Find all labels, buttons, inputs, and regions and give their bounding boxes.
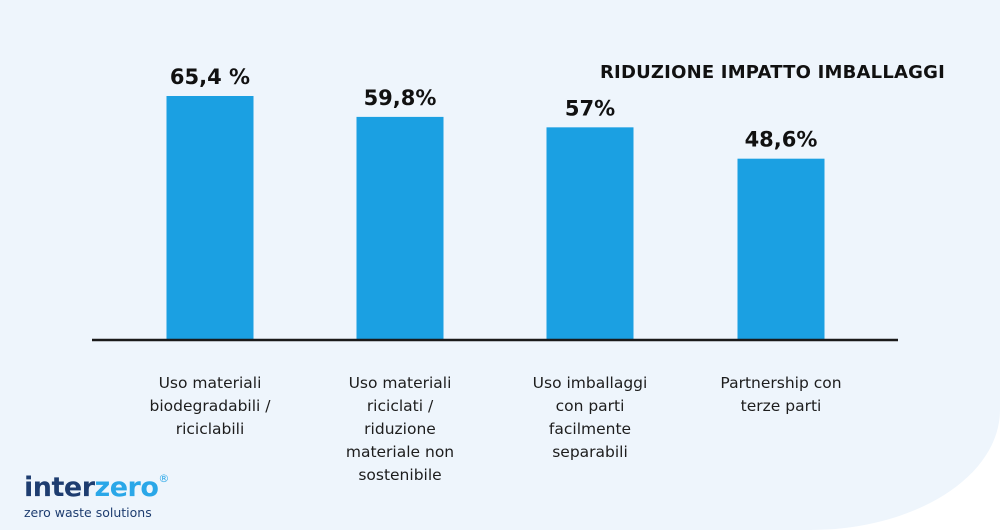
logo-brand-part1: inter <box>24 472 95 503</box>
bar-value-label-2: 59,8% <box>364 86 437 110</box>
category-label-3: Uso imballaggi con parti facilmente sepa… <box>532 374 648 461</box>
bar-1 <box>166 96 254 340</box>
category-label-4: Partnership con terze parti <box>720 374 842 415</box>
bar-value-label-3: 57% <box>565 96 615 120</box>
bar-value-label-1: 65,4 % <box>170 65 250 89</box>
logo-tagline: zero waste solutions <box>24 505 152 520</box>
chart-title: RIDUZIONE IMPATTO IMBALLAGGI <box>600 62 945 83</box>
logo-brand-part2: zero <box>94 472 159 503</box>
bar-4 <box>737 158 825 340</box>
logo-registered-mark: ® <box>158 472 169 485</box>
logo-wordmark: interzero® <box>24 464 169 503</box>
category-label-1: Uso materiali biodegradabili / riciclabi… <box>149 374 271 438</box>
category-label-2: Uso materiali riciclati / riduzione mate… <box>345 374 455 484</box>
bar-3 <box>546 127 634 340</box>
bar-2 <box>356 116 444 340</box>
interzero-logo: interzero® zero waste solutions <box>24 464 169 520</box>
bar-value-label-4: 48,6% <box>745 128 818 152</box>
